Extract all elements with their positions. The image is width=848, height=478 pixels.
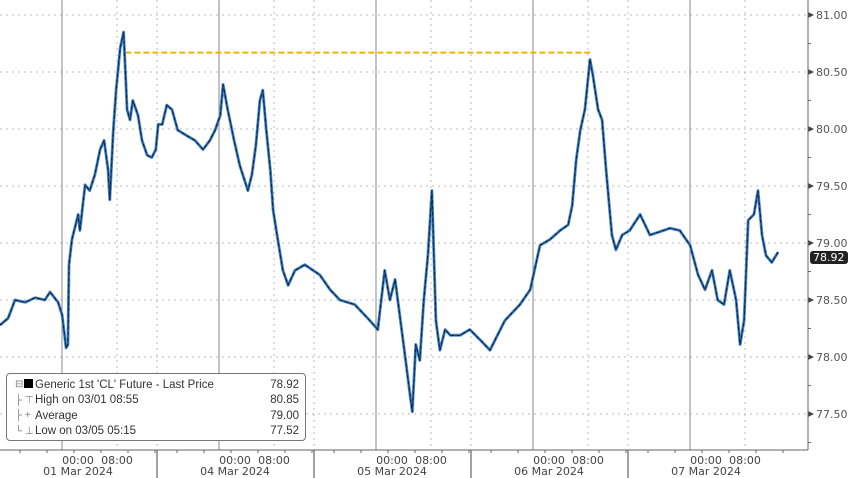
high-marker-icon: ├ ⊤	[15, 394, 34, 406]
y-tick-mark	[808, 183, 814, 189]
y-tick-label: 78.50	[816, 294, 848, 307]
low-marker-icon: └ ⊥	[15, 425, 34, 437]
y-tick-label: 80.50	[816, 66, 848, 79]
y-tick-mark	[808, 240, 814, 246]
x-tick-label: 00:00	[533, 454, 565, 467]
x-tick-label: 00:00	[62, 454, 94, 467]
x-tick-label: 08:00	[729, 454, 761, 467]
x-date-label: 06 Mar 2024	[514, 465, 584, 478]
x-tick-label: 00:00	[376, 454, 408, 467]
legend-item-last-price: ⊟ Generic 1st 'CL' Future - Last Price 78.…	[15, 378, 299, 391]
y-tick-mark	[808, 297, 814, 303]
y-tick-mark	[808, 354, 814, 360]
y-tick-mark	[808, 12, 814, 18]
y-tick-label: 81.00	[816, 9, 848, 22]
last-price-tag: 78.92	[810, 251, 848, 264]
x-tick-label: 00:00	[219, 454, 251, 467]
y-tick-mark	[808, 126, 814, 132]
x-tick-label: 08:00	[415, 454, 447, 467]
legend-item-high: ├ ⊤ High on 03/01 08:55 80.85	[15, 394, 299, 407]
y-tick-mark	[808, 411, 814, 417]
y-tick-label: 79.50	[816, 180, 848, 193]
x-date-label: 07 Mar 2024	[671, 465, 741, 478]
legend: ⊟ Generic 1st 'CL' Future - Last Price 78.…	[6, 373, 306, 441]
x-tick-label: 08:00	[258, 454, 290, 467]
x-tick-label: 08:00	[572, 454, 604, 467]
average-marker-icon: ├ +	[15, 410, 31, 422]
x-date-label: 04 Mar 2024	[200, 465, 270, 478]
x-tick-label: 08:00	[101, 454, 133, 467]
legend-item-average: ├ + Average 79.00	[15, 409, 299, 422]
x-tick-label: 00:00	[690, 454, 722, 467]
black-square-icon: ⊟	[15, 379, 35, 390]
legend-item-low: └ ⊥ Low on 03/05 05:15 77.52	[15, 425, 299, 438]
y-tick-label: 79.00	[816, 237, 848, 250]
y-tick-label: 80.00	[816, 123, 848, 136]
y-tick-label: 77.50	[816, 408, 848, 421]
y-tick-mark	[808, 69, 814, 75]
series-layer	[0, 30, 780, 414]
series-line-detail	[0, 32, 779, 412]
y-tick-label: 78.00	[816, 351, 848, 364]
x-date-label: 01 Mar 2024	[43, 465, 113, 478]
x-date-label: 05 Mar 2024	[357, 465, 427, 478]
